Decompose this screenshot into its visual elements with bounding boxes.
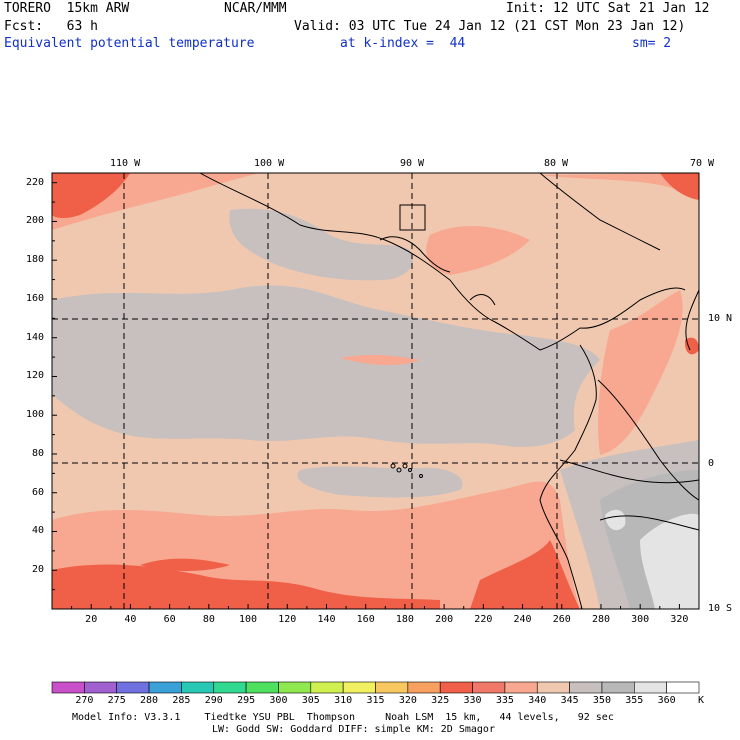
- x-tick-label: 100: [239, 614, 258, 625]
- colorbar-swatch: [84, 681, 117, 694]
- colorbar-value: 340: [528, 695, 547, 706]
- x-tick-label: 180: [395, 614, 414, 625]
- colorbar-swatch: [536, 681, 570, 694]
- colorbar-swatch: [278, 681, 312, 694]
- colorbar-value: 275: [107, 695, 126, 706]
- colorbar-swatch: [213, 681, 247, 694]
- colorbar-value: 320: [398, 695, 417, 706]
- colorbar-value: 350: [592, 695, 611, 706]
- colorbar-swatch: [148, 681, 182, 694]
- y-tick-label: 20: [31, 564, 44, 576]
- colorbar-value: 290: [204, 695, 223, 706]
- colorbar-value: 300: [269, 695, 288, 706]
- colorbar-swatch: [407, 681, 441, 694]
- y-tick-label: 40: [31, 525, 44, 537]
- x-tick-label: 140: [317, 614, 336, 625]
- x-tick-label: 240: [513, 614, 532, 625]
- x-tick-label: 20: [85, 614, 98, 625]
- model-info-line1: Model Info: V3.3.1 Tiedtke YSU PBL Thomp…: [72, 712, 614, 723]
- colorbar-value: 335: [495, 695, 514, 706]
- colorbar-swatch: [633, 681, 667, 694]
- x-tick-label: 120: [278, 614, 297, 625]
- colorbar-value: 285: [172, 695, 191, 706]
- galapagos-islands: [390, 463, 423, 478]
- field-red-335: [52, 173, 699, 609]
- y-tick-label: 140: [25, 331, 44, 343]
- model-name: TORERO 15km ARW: [4, 1, 130, 16]
- y-tick-label: 60: [31, 486, 44, 498]
- colorbar-value: 270: [75, 695, 94, 706]
- colorbar-value: 325: [431, 695, 450, 706]
- x-tick-label: 320: [670, 614, 689, 625]
- y-tick-label: 180: [25, 254, 44, 266]
- lon-label-100w: 100 W: [254, 158, 285, 169]
- x-tick-label: 300: [631, 614, 650, 625]
- axis-ticks: [51, 182, 700, 610]
- lat-label-0: 0: [708, 458, 715, 469]
- y-tick-label: 80: [31, 447, 44, 459]
- lat-label-10s: 10 S: [708, 603, 733, 614]
- x-tick-label: 40: [124, 614, 137, 625]
- colorbar-swatch: [181, 681, 215, 694]
- level-info: at k-index = 44: [340, 36, 466, 51]
- colorbar-swatch: [342, 681, 376, 694]
- colorbar-swatch: [666, 681, 700, 694]
- colorbar-swatch: [375, 681, 409, 694]
- colorbar-swatch: [569, 681, 603, 694]
- colorbar-value: 305: [301, 695, 320, 706]
- lon-label-90w: 90 W: [400, 158, 425, 169]
- init-time: Init: 12 UTC Sat 21 Jan 12: [506, 1, 710, 16]
- field-name: Equivalent potential temperature: [4, 36, 255, 51]
- colorbar-swatch: [310, 681, 344, 694]
- colorbar-value: 315: [366, 695, 385, 706]
- colorbar-value: 345: [560, 695, 579, 706]
- x-tick-label: 80: [202, 614, 215, 625]
- organization: NCAR/MMM: [224, 1, 287, 16]
- y-tick-label: 120: [25, 370, 44, 382]
- field-layer: [52, 173, 699, 609]
- y-tick-label: 200: [25, 215, 44, 227]
- colorbar-swatch: [116, 681, 150, 694]
- colorbar-value: 310: [334, 695, 353, 706]
- x-tick-label: 200: [435, 614, 454, 625]
- colorbar: [51, 681, 700, 694]
- lon-label-80w: 80 W: [544, 158, 569, 169]
- colorbar-swatch: [439, 681, 473, 694]
- colorbar-swatch: [472, 681, 506, 694]
- colorbar-value: 360: [657, 695, 676, 706]
- x-tick-label: 160: [356, 614, 375, 625]
- y-tick-label: 100: [25, 409, 44, 421]
- colorbar-swatch: [601, 681, 635, 694]
- y-tick-label: 220: [25, 176, 44, 188]
- lon-label-110w: 110 W: [110, 158, 141, 169]
- x-tick-label: 280: [591, 614, 610, 625]
- coastlines: [199, 173, 699, 609]
- colorbar-swatch: [51, 681, 85, 694]
- colorbar-value: 280: [140, 695, 159, 706]
- x-tick-label: 220: [474, 614, 493, 625]
- colorbar-swatch: [504, 681, 538, 694]
- graticule: [52, 173, 699, 609]
- colorbar-unit: K: [698, 695, 705, 706]
- colorbar-value: 330: [463, 695, 482, 706]
- lon-label-70w: 70 W: [690, 158, 715, 169]
- colorbar-value: 295: [237, 695, 256, 706]
- x-tick-label: 260: [552, 614, 571, 625]
- valid-time: Valid: 03 UTC Tue 24 Jan 12 (21 CST Mon …: [294, 19, 686, 34]
- colorbar-swatch: [245, 681, 279, 694]
- model-info-line2: LW: Godd SW: Goddard DIFF: simple KM: 2D…: [212, 724, 495, 735]
- x-tick-label: 60: [163, 614, 176, 625]
- forecast-hour: Fcst: 63 h: [4, 19, 98, 34]
- y-tick-label: 160: [25, 292, 44, 304]
- lat-label-10n: 10 N: [708, 313, 733, 324]
- field-light-360: [605, 509, 699, 609]
- map-frame: [51, 172, 700, 610]
- colorbar-value: 355: [625, 695, 644, 706]
- smoothing-info: sm= 2: [632, 36, 672, 51]
